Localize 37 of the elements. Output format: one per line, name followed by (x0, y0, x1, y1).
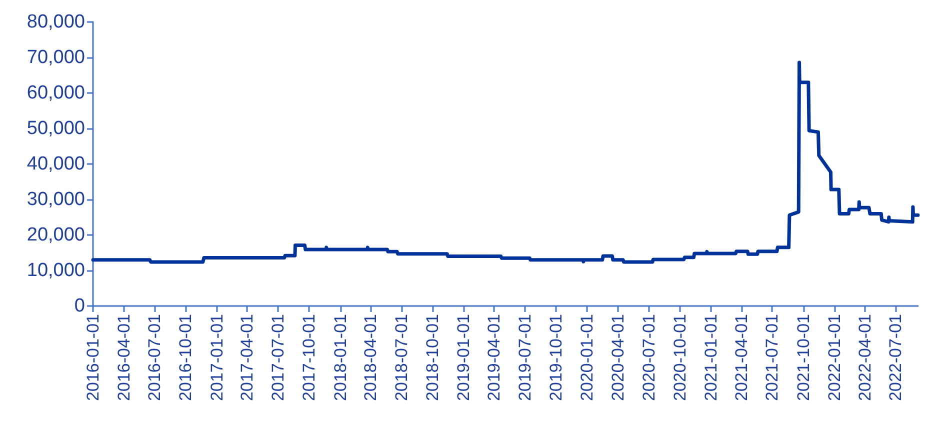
x-tick-label: 2021-01-01 (701, 314, 720, 401)
y-tick-label: 40,000 (26, 154, 85, 174)
y-tick-label: 30,000 (26, 189, 85, 210)
x-tick-label: 2016-10-01 (176, 314, 196, 401)
x-tick-label: 2017-10-01 (300, 314, 319, 401)
x-tick-label: 2019-01-01 (454, 314, 474, 401)
x-tick-label: 2020-01-01 (578, 314, 597, 401)
x-tick-label: 2017-01-01 (207, 314, 226, 401)
x-tick-label: 2021-10-01 (794, 314, 813, 401)
x-tick-label: 2022-01-01 (824, 314, 844, 401)
x-tick-label: 2019-07-01 (515, 314, 534, 401)
x-tick-label: 2020-04-01 (608, 314, 628, 401)
x-tick-label: 2017-04-01 (238, 314, 257, 401)
x-tick-label: 2016-01-01 (84, 314, 102, 401)
x-tick-label: 2020-10-01 (670, 314, 690, 401)
y-tick-label: 70,000 (26, 47, 85, 68)
x-tick-label: 2018-10-01 (423, 314, 442, 401)
y-tick-label: 50,000 (26, 118, 85, 139)
x-tick-label: 2018-04-01 (361, 314, 380, 401)
y-tick-label: 20,000 (26, 224, 85, 246)
x-tick-label: 2021-04-01 (732, 314, 751, 401)
x-tick-label: 2020-07-01 (639, 314, 658, 401)
y-tick-label: 0 (74, 296, 85, 316)
line-series (91, 60, 920, 264)
x-tick-label: 2018-01-01 (330, 314, 350, 401)
x-tick-label: 2022-07-01 (886, 314, 906, 401)
x-tick-label: 2019-10-01 (546, 314, 566, 401)
y-tick-label: 10,000 (26, 260, 85, 281)
x-tick-label: 2019-04-01 (484, 314, 504, 401)
y-tick-label: 80,000 (26, 12, 85, 32)
x-tick-label: 2021-07-01 (762, 314, 782, 401)
x-tick-label: 2016-04-01 (114, 314, 134, 401)
x-tick-label: 2016-07-01 (145, 314, 164, 401)
x-tick-label: 2017-07-01 (268, 314, 288, 401)
x-tick-label: 2022-04-01 (855, 314, 874, 401)
x-tick-label: 2018-07-01 (392, 314, 411, 401)
y-tick-label: 60,000 (26, 82, 85, 104)
